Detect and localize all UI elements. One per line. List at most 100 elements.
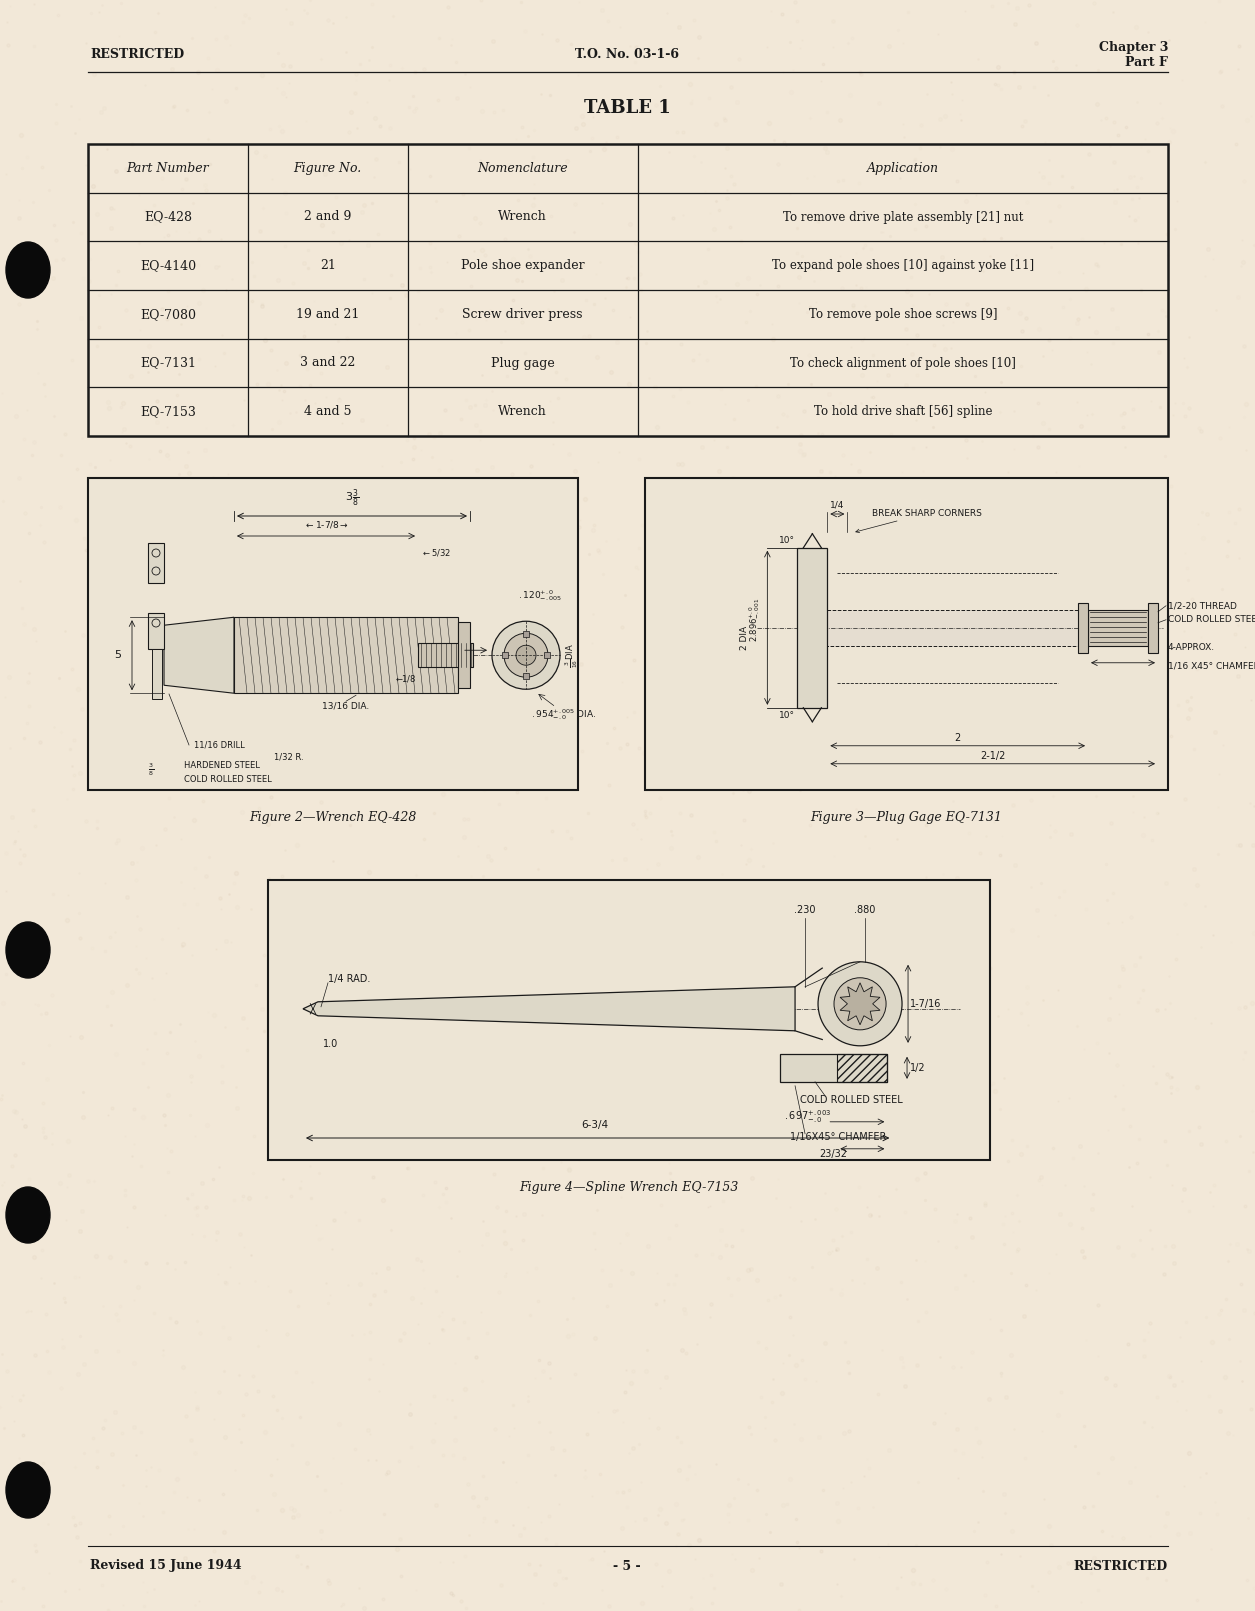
Bar <box>88 143 1168 437</box>
Text: Figure 3—Plug Gage EQ-7131: Figure 3—Plug Gage EQ-7131 <box>811 812 1003 825</box>
Text: - 5 -: - 5 - <box>614 1559 641 1572</box>
Polygon shape <box>302 988 796 1031</box>
Ellipse shape <box>6 921 50 978</box>
Text: RESTRICTED: RESTRICTED <box>90 48 184 61</box>
Text: $2.896^{+.0}_{-.001}$: $2.896^{+.0}_{-.001}$ <box>748 598 762 641</box>
Text: 6-3/4: 6-3/4 <box>581 1120 609 1129</box>
Text: Screw driver press: Screw driver press <box>462 308 584 321</box>
Text: Wrench: Wrench <box>498 211 547 224</box>
Text: 23/32: 23/32 <box>820 1149 847 1158</box>
Circle shape <box>818 962 902 1046</box>
Text: 1-7/16: 1-7/16 <box>910 999 941 1008</box>
Text: 1/16 X45° CHAMFER: 1/16 X45° CHAMFER <box>1168 661 1255 670</box>
Bar <box>233 617 458 693</box>
Text: COLD ROLLED STEEL: COLD ROLLED STEEL <box>1168 615 1255 623</box>
Text: Application: Application <box>867 161 939 176</box>
Polygon shape <box>164 617 233 693</box>
Text: EQ-428: EQ-428 <box>144 211 192 224</box>
Text: $.954^{+.005}_{-.0}$ DIA.: $.954^{+.005}_{-.0}$ DIA. <box>531 707 596 722</box>
Bar <box>418 643 473 667</box>
Text: $3\frac{3}{8}$: $3\frac{3}{8}$ <box>345 488 359 509</box>
Ellipse shape <box>6 1187 50 1244</box>
Text: EQ-7080: EQ-7080 <box>139 308 196 321</box>
Text: 1.0: 1.0 <box>323 1039 339 1049</box>
Text: Nomenclature: Nomenclature <box>477 161 569 176</box>
Text: Part Number: Part Number <box>127 161 210 176</box>
Text: $\leftarrow\!\!$1/8: $\leftarrow\!\!$1/8 <box>394 673 415 685</box>
Text: Revised 15 June 1944: Revised 15 June 1944 <box>90 1559 242 1572</box>
Text: 1/4 RAD.: 1/4 RAD. <box>328 973 370 984</box>
Text: 1/2-20 THREAD: 1/2-20 THREAD <box>1168 601 1237 611</box>
Text: 10°: 10° <box>779 536 796 545</box>
Text: 19 and 21: 19 and 21 <box>296 308 359 321</box>
Bar <box>523 673 530 680</box>
Text: .230: .230 <box>794 905 816 915</box>
Circle shape <box>516 646 536 665</box>
Text: 3 and 22: 3 and 22 <box>300 356 355 369</box>
Text: 1/4: 1/4 <box>830 501 845 511</box>
Text: $\leftarrow$1-7/8$\rightarrow$: $\leftarrow$1-7/8$\rightarrow$ <box>304 519 349 530</box>
Circle shape <box>492 622 560 690</box>
Text: 2 and 9: 2 and 9 <box>304 211 351 224</box>
Text: Figure 2—Wrench EQ-428: Figure 2—Wrench EQ-428 <box>250 812 417 825</box>
Circle shape <box>505 633 548 677</box>
Text: To hold drive shaft [56] spline: To hold drive shaft [56] spline <box>813 406 993 419</box>
Text: EQ-7131: EQ-7131 <box>139 356 196 369</box>
Circle shape <box>835 978 886 1029</box>
Text: 10°: 10° <box>779 710 796 720</box>
Text: 1/2: 1/2 <box>910 1063 926 1073</box>
Text: 5: 5 <box>114 651 122 661</box>
Text: To check alignment of pole shoes [10]: To check alignment of pole shoes [10] <box>789 356 1015 369</box>
Bar <box>797 548 827 707</box>
Bar <box>269 880 990 1160</box>
Text: $\frac{3}{16}$DIA: $\frac{3}{16}$DIA <box>563 643 580 669</box>
Bar <box>502 652 508 659</box>
Text: 21: 21 <box>320 259 335 272</box>
Text: COLD ROLLED STEEL: COLD ROLLED STEEL <box>799 1095 902 1105</box>
Text: 2 DIA: 2 DIA <box>740 625 749 649</box>
Ellipse shape <box>6 242 50 298</box>
Text: Figure No.: Figure No. <box>294 161 361 176</box>
Text: T.O. No. 03-1-6: T.O. No. 03-1-6 <box>575 48 679 61</box>
Text: 2: 2 <box>955 733 961 743</box>
Text: TABLE 1: TABLE 1 <box>584 98 670 118</box>
Text: .880: .880 <box>855 905 876 915</box>
Bar <box>148 543 164 583</box>
Bar <box>458 622 471 688</box>
Bar <box>1088 609 1148 646</box>
Ellipse shape <box>6 1463 50 1518</box>
Bar <box>543 652 550 659</box>
Bar <box>781 1054 887 1083</box>
Text: To remove drive plate assembly [21] nut: To remove drive plate assembly [21] nut <box>783 211 1023 224</box>
Text: EQ-4140: EQ-4140 <box>139 259 196 272</box>
Text: $\leftarrow$5/32: $\leftarrow$5/32 <box>420 548 452 557</box>
Bar <box>827 609 1088 646</box>
Text: 4-APPROX.: 4-APPROX. <box>1168 643 1215 652</box>
Bar <box>1148 603 1158 652</box>
Bar <box>1078 603 1088 652</box>
Text: Part F: Part F <box>1126 56 1168 69</box>
Bar <box>152 649 162 699</box>
Polygon shape <box>840 983 880 1025</box>
Text: HARDENED STEEL: HARDENED STEEL <box>184 760 260 770</box>
Bar <box>88 478 579 789</box>
Text: To remove pole shoe screws [9]: To remove pole shoe screws [9] <box>808 308 998 321</box>
Text: Plug gage: Plug gage <box>491 356 555 369</box>
Text: Pole shoe expander: Pole shoe expander <box>461 259 585 272</box>
Text: EQ-7153: EQ-7153 <box>141 406 196 419</box>
Text: COLD ROLLED STEEL: COLD ROLLED STEEL <box>184 775 272 783</box>
Bar <box>523 632 530 638</box>
Bar <box>148 614 164 649</box>
Text: 1/32 R.: 1/32 R. <box>274 752 304 762</box>
Text: $.697^{+.003}_{-.0}$: $.697^{+.003}_{-.0}$ <box>783 1108 831 1124</box>
Text: 2-1/2: 2-1/2 <box>980 751 1005 760</box>
Text: RESTRICTED: RESTRICTED <box>1074 1559 1168 1572</box>
Text: $.120^{+.0}_{-.005}$: $.120^{+.0}_{-.005}$ <box>518 588 562 603</box>
Text: 4 and 5: 4 and 5 <box>304 406 351 419</box>
Text: 11/16 DRILL: 11/16 DRILL <box>195 741 245 749</box>
Bar <box>837 1054 887 1083</box>
Text: Chapter 3: Chapter 3 <box>1098 42 1168 55</box>
Text: 13/16 DIA.: 13/16 DIA. <box>323 701 370 710</box>
Text: $\frac{3}{8}$: $\frac{3}{8}$ <box>148 762 154 778</box>
Bar <box>645 478 1168 789</box>
